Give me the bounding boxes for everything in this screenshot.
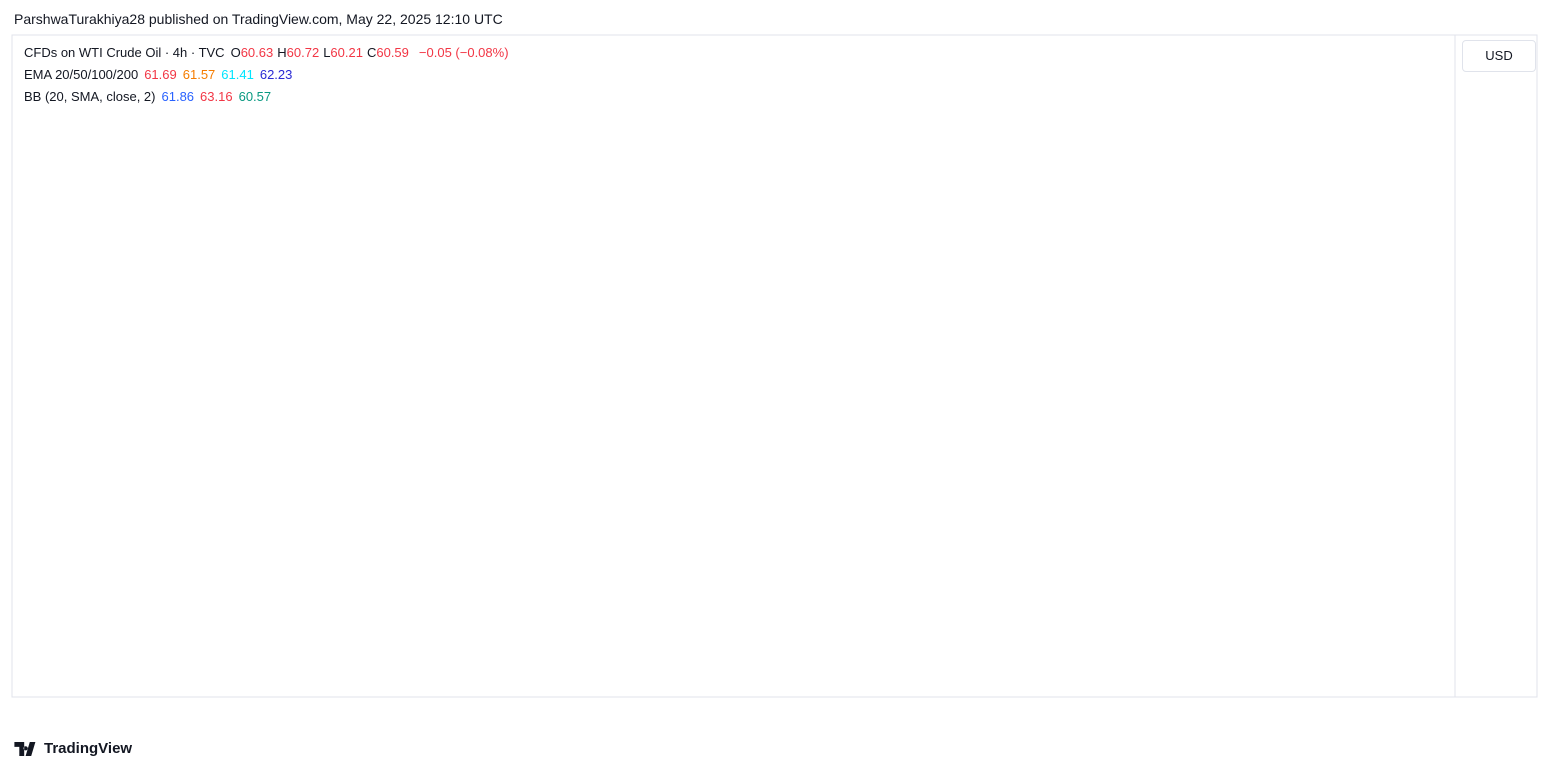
ohlc-key: C — [366, 45, 377, 60]
ohlc-value: 60.21 — [330, 45, 363, 60]
indicator-value: 60.57 — [238, 89, 272, 104]
indicator-value: 61.41 — [221, 67, 254, 82]
ohlc-value: 60.72 — [286, 45, 320, 60]
ohlc: O60.63 H60.72 L60.21 C60.59 — [231, 45, 413, 60]
indicator-value: 61.86 — [161, 89, 195, 104]
ohlc-item: H60.72 — [277, 45, 319, 60]
indicator-value: 63.16 — [200, 89, 233, 104]
ohlc-value: 60.59 — [376, 45, 409, 60]
brand-logo — [14, 741, 36, 756]
publisher-line: ParshwaTurakhiya28 published on TradingV… — [14, 11, 503, 27]
bb-title: BB (20, SMA, close, 2) — [24, 89, 156, 104]
symbol-legend: CFDs on WTI Crude Oil · 4h · TVC O60.63 H6… — [24, 45, 515, 60]
bb-legend: BB (20, SMA, close, 2) 61.86 63.16 60.57 — [24, 89, 277, 104]
change: −0.05 (−0.08%) — [418, 45, 509, 60]
ohlc-key: H — [277, 45, 287, 60]
ema-title: EMA 20/50/100/200 — [24, 67, 139, 82]
indicator-value: 62.23 — [259, 67, 293, 82]
ohlc-item: C60.59 — [367, 45, 409, 60]
ohlc-item: L60.21 — [323, 45, 363, 60]
brand-name: TradingView — [44, 740, 133, 757]
brand: TradingView — [14, 740, 132, 757]
currency-button[interactable]: USD — [1462, 40, 1536, 72]
ohlc-key: L — [323, 45, 331, 60]
ohlc-item: O60.63 — [231, 45, 274, 60]
ema-legend: EMA 20/50/100/200 61.69 61.57 61.41 62.23 — [24, 67, 298, 82]
symbol: CFDs on WTI Crude Oil · 4h · TVC — [24, 45, 225, 60]
indicator-value: 61.57 — [182, 67, 216, 82]
indicator-value: 61.69 — [144, 67, 177, 82]
chart-frame — [11, 34, 1538, 698]
ohlc-key: O — [230, 45, 241, 60]
ohlc-value: 60.63 — [240, 45, 274, 60]
